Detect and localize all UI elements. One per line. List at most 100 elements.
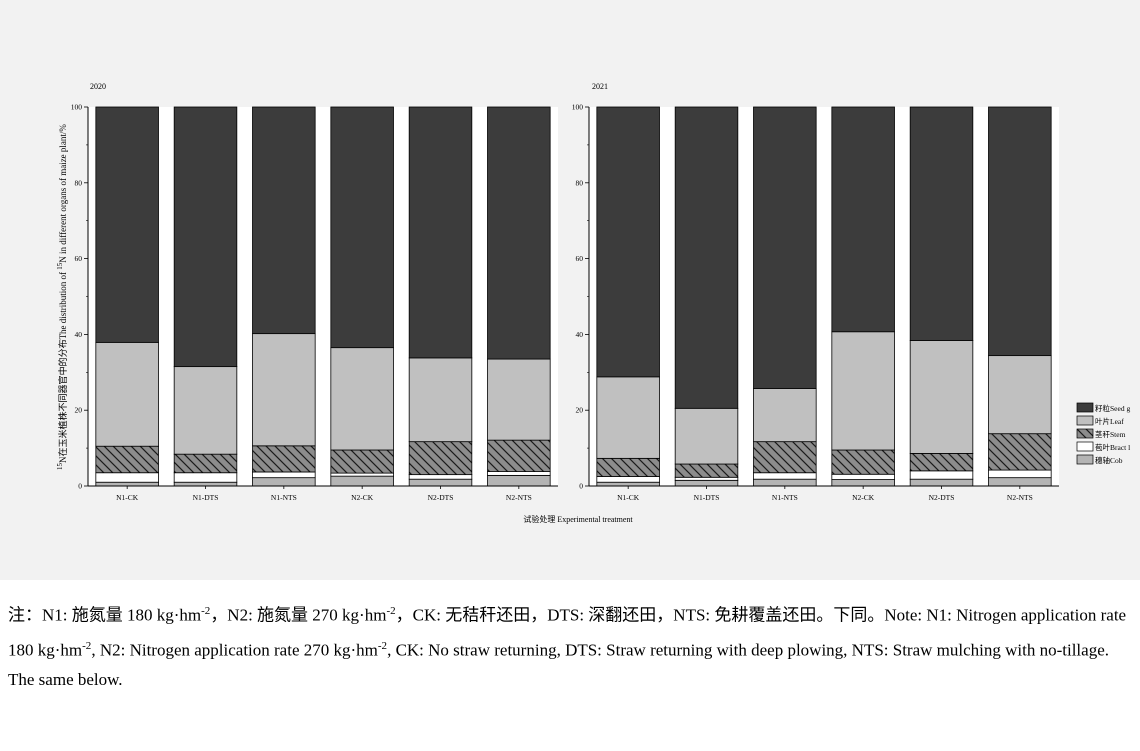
bar-segment-seed-n2-nts bbox=[487, 106, 551, 360]
legend-swatch-cob bbox=[1076, 454, 1094, 465]
bar-segment-stem-n2-ck bbox=[330, 449, 394, 474]
bar-segment-stem-n1-dts bbox=[674, 463, 739, 478]
note-text-2: ，N2: 施氮量 270 kg·hm bbox=[210, 605, 387, 625]
x-tick-label: N2-DTS bbox=[929, 493, 955, 502]
bar-segment-bract-n2-dts bbox=[408, 474, 473, 480]
x-tick-label: N1-NTS bbox=[772, 493, 798, 502]
x-axis-label: 试验处理 Experimental treatment bbox=[523, 514, 633, 524]
bar-segment-cob-n1-nts bbox=[753, 478, 817, 487]
bar-segment-stem-n2-nts bbox=[988, 433, 1052, 471]
bar-segment-seed-n2-dts bbox=[909, 106, 974, 341]
note-text-3: ，CK: 无秸秆还田，DTS: 深翻还田，NTS: 免耕覆盖还田。下同。Note… bbox=[8, 605, 1131, 660]
bar-segment-bract-n2-ck bbox=[831, 473, 895, 480]
bar-segment-stem-n1-ck bbox=[95, 445, 159, 474]
plot-area bbox=[589, 107, 1059, 486]
panel-2020: 2020 N1-CK N1-DTS N1-NTS N2-CK N2-DTS N2-NTS 0 2… bbox=[71, 82, 558, 502]
bar-segment-bract-n2-dts bbox=[909, 470, 974, 480]
bar-segment-cob-n1-nts bbox=[252, 477, 316, 487]
bar-segment-cob-n2-dts bbox=[408, 478, 473, 487]
bar-segment-leaf-n2-nts bbox=[487, 358, 551, 441]
bar-segment-seed-n2-ck bbox=[330, 106, 394, 349]
legend-label-bract: 苞叶Bract l bbox=[1095, 442, 1130, 452]
y-tick-label: 100 bbox=[71, 103, 83, 112]
bar-segment-cob-n2-ck bbox=[831, 479, 895, 487]
x-tick-label: N2-DTS bbox=[428, 493, 454, 502]
bar-segment-bract-n1-nts bbox=[252, 471, 316, 479]
y-tick-label: 20 bbox=[576, 406, 584, 415]
note-text-5: , CK: No straw returning, DTS: Straw ret… bbox=[8, 640, 1113, 690]
legend-swatch-bract bbox=[1076, 441, 1094, 452]
y-axis-label: 15N在玉米植株不同器官中的分布The distribution of 15N … bbox=[56, 124, 68, 470]
x-tick-label: N1-CK bbox=[617, 493, 640, 502]
bar-segment-stem-n2-nts bbox=[487, 439, 551, 473]
y-tick-label: 40 bbox=[75, 330, 83, 339]
bar-segment-stem-n1-nts bbox=[753, 441, 817, 474]
y-tick-label: 80 bbox=[576, 178, 584, 187]
bar-segment-cob-n1-dts bbox=[674, 479, 739, 487]
plot-area bbox=[88, 107, 558, 486]
bar-segment-bract-n1-dts bbox=[674, 476, 739, 481]
bar-segment-leaf-n2-nts bbox=[988, 355, 1052, 435]
bar-segment-leaf-n2-dts bbox=[408, 357, 473, 443]
bar-segment-seed-n2-ck bbox=[831, 106, 895, 333]
x-tick-label: N2-CK bbox=[351, 493, 374, 502]
legend-label-stem: 茎秆Stem bbox=[1095, 429, 1126, 439]
x-tick-label: N1-DTS bbox=[193, 493, 219, 502]
note-sup-3: -2 bbox=[82, 639, 92, 652]
bar-segment-leaf-n2-ck bbox=[330, 347, 394, 451]
bar-segment-seed-n1-nts bbox=[753, 106, 817, 390]
bar-segment-seed-n1-dts bbox=[674, 106, 739, 409]
bar-segment-stem-n1-dts bbox=[173, 453, 238, 474]
note-sup-1: -2 bbox=[201, 605, 211, 617]
y-tick-label: 0 bbox=[579, 482, 583, 491]
y-tick-label: 20 bbox=[75, 406, 83, 415]
figure-note: 注：N1: 施氮量 180 kg·hm-2，N2: 施氮量 270 kg·hm-… bbox=[8, 596, 1138, 695]
bar-segment-seed-n2-nts bbox=[988, 106, 1052, 357]
panel-2021: 2021 N1-CK N1-DTS N1-NTS N2-CK N2-DTS N2-NTS 0 2… bbox=[572, 82, 1059, 502]
x-tick-label: N1-CK bbox=[116, 493, 139, 502]
bar-segment-seed-n1-ck bbox=[596, 106, 660, 378]
bar-segment-leaf-n2-dts bbox=[909, 340, 974, 454]
bar-segment-bract-n2-nts bbox=[487, 471, 551, 476]
bar-segment-leaf-n1-nts bbox=[252, 333, 316, 447]
x-tick-label: N1-NTS bbox=[271, 493, 297, 502]
bar-segment-bract-n1-dts bbox=[173, 472, 238, 483]
bar-segment-seed-n2-dts bbox=[408, 106, 473, 359]
bar-segment-bract-n1-nts bbox=[753, 472, 817, 480]
legend-swatch-seed bbox=[1076, 402, 1094, 413]
legend-swatch-leaf bbox=[1076, 415, 1094, 426]
bar-segment-cob-n2-dts bbox=[909, 478, 974, 487]
bar-segment-stem-n1-ck bbox=[596, 457, 660, 477]
legend: 籽粒Seed g 叶片Leaf 茎秆Stem 苞叶Bract l 穗轴Cob bbox=[1076, 402, 1130, 465]
bar-segment-leaf-n1-ck bbox=[95, 341, 159, 447]
y-tick-label: 100 bbox=[572, 103, 584, 112]
bar-segment-cob-n1-ck bbox=[95, 481, 159, 487]
bar-segment-bract-n2-nts bbox=[988, 469, 1052, 479]
y-tick-label: 60 bbox=[576, 254, 584, 263]
note-sup-2: -2 bbox=[386, 605, 396, 617]
legend-swatch-stem bbox=[1076, 428, 1094, 439]
bar-segment-stem-n2-dts bbox=[408, 441, 473, 476]
bar-segment-leaf-n1-dts bbox=[674, 407, 739, 465]
legend-label-seed: 籽粒Seed g bbox=[1095, 403, 1130, 413]
bar-segment-bract-n1-ck bbox=[596, 476, 660, 483]
panel-title: 2021 bbox=[592, 82, 608, 91]
bar-segment-leaf-n1-nts bbox=[753, 388, 817, 443]
x-tick-label: N2-CK bbox=[852, 493, 875, 502]
bar-segment-stem-n1-nts bbox=[252, 445, 316, 473]
note-text-4: , N2: Nitrogen application rate 270 kg·h… bbox=[91, 640, 378, 660]
bar-segment-cob-n2-nts bbox=[487, 474, 551, 487]
bar-segment-cob-n1-ck bbox=[596, 481, 660, 487]
bar-segment-seed-n1-dts bbox=[173, 106, 238, 368]
x-tick-label: N2-NTS bbox=[1007, 493, 1033, 502]
panel-title: 2020 bbox=[90, 82, 106, 91]
bar-segment-seed-n1-nts bbox=[252, 106, 316, 335]
legend-label-leaf: 叶片Leaf bbox=[1095, 416, 1124, 426]
bar-segment-leaf-n2-ck bbox=[831, 331, 895, 451]
bar-segment-bract-n1-ck bbox=[95, 472, 159, 483]
bar-segment-stem-n2-ck bbox=[831, 449, 895, 475]
y-tick-label: 80 bbox=[75, 178, 83, 187]
bar-segment-cob-n1-dts bbox=[173, 481, 238, 487]
